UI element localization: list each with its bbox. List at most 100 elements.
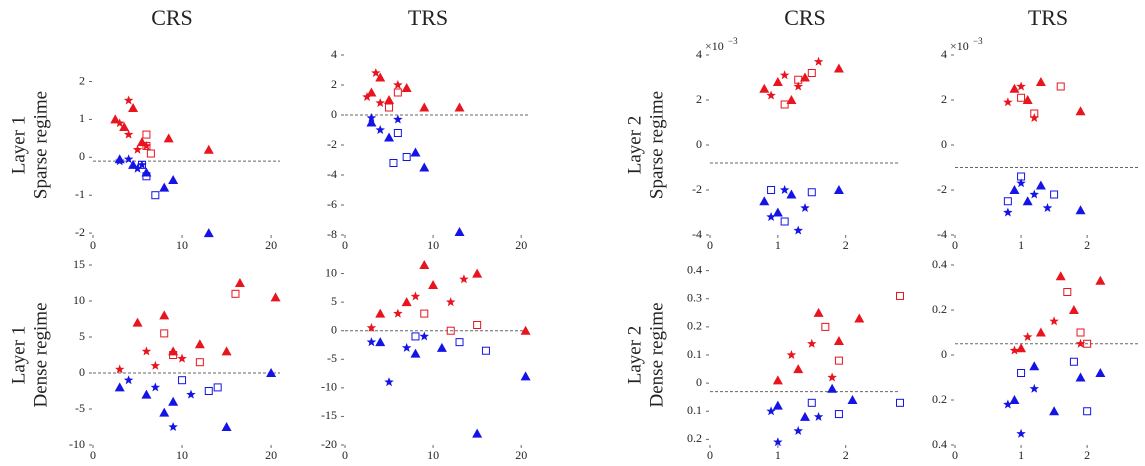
star-point bbox=[773, 437, 783, 447]
square-point bbox=[1056, 82, 1065, 91]
square-point bbox=[151, 191, 160, 200]
square-point bbox=[780, 100, 789, 109]
y-tick-label: 0 bbox=[331, 322, 337, 336]
triangle-point bbox=[772, 400, 783, 410]
triangle-point bbox=[366, 117, 377, 127]
star-point bbox=[132, 163, 143, 173]
triangle-point bbox=[266, 368, 277, 377]
star-point bbox=[362, 92, 372, 101]
star-point bbox=[115, 156, 125, 166]
x-tick-label: 1 bbox=[1018, 238, 1024, 252]
x-tick-label: 2 bbox=[1084, 238, 1090, 252]
y-tick-label: 2 bbox=[941, 92, 947, 106]
y-multiplier: ×10 bbox=[950, 39, 969, 53]
triangle-point bbox=[1029, 361, 1040, 371]
x-tick-label: 0 bbox=[90, 448, 96, 462]
x-tick-label: 10 bbox=[176, 238, 188, 252]
star-point bbox=[393, 308, 403, 318]
row-label: Sparse regime bbox=[30, 91, 51, 199]
triangle-point bbox=[1022, 95, 1033, 104]
y-tick-label: -8 bbox=[327, 227, 337, 241]
y-tick-label: 0.2 bbox=[687, 431, 702, 445]
triangle-point bbox=[1009, 83, 1020, 93]
triangle-point bbox=[384, 132, 395, 142]
y-tick-label: -4 bbox=[327, 167, 337, 181]
star-point bbox=[177, 353, 187, 363]
triangle-point bbox=[163, 133, 174, 143]
star-point bbox=[766, 212, 776, 221]
star-point bbox=[150, 360, 161, 370]
triangle-point bbox=[454, 227, 465, 236]
x-tick-label: 0 bbox=[342, 238, 348, 252]
star-point bbox=[1016, 428, 1026, 438]
row-label: Layer 2 bbox=[624, 116, 645, 175]
triangle-point bbox=[472, 268, 483, 278]
y-multiplier-exp: −3 bbox=[728, 36, 738, 46]
triangle-point bbox=[1009, 185, 1020, 194]
triangle-point bbox=[1095, 368, 1106, 377]
square-point bbox=[142, 130, 151, 139]
y-tick-label: 0.4 bbox=[932, 437, 947, 451]
triangle-point bbox=[1075, 372, 1086, 382]
star-point bbox=[786, 350, 797, 359]
y-tick-label: 2 bbox=[696, 92, 702, 106]
triangle-point bbox=[786, 95, 797, 104]
square-point bbox=[807, 398, 816, 407]
square-point bbox=[767, 186, 776, 194]
y-tick-label: -10 bbox=[321, 380, 337, 394]
square-point bbox=[1030, 109, 1039, 118]
triangle-point bbox=[833, 185, 844, 194]
square-point bbox=[195, 358, 204, 367]
y-multiplier-exp: −3 bbox=[973, 36, 983, 46]
row-label: Sparse regime bbox=[646, 91, 667, 199]
star-point bbox=[793, 225, 803, 235]
x-tick-label: 0 bbox=[952, 448, 958, 462]
star-point bbox=[793, 81, 803, 91]
triangle-point bbox=[159, 407, 170, 417]
y-tick-label: 0.3 bbox=[687, 291, 702, 305]
x-tick-label: 1 bbox=[775, 238, 781, 252]
square-point bbox=[807, 188, 816, 197]
triangle-point bbox=[203, 144, 214, 154]
y-tick-label: 4 bbox=[941, 47, 947, 61]
x-tick-label: 0 bbox=[707, 238, 713, 252]
square-point bbox=[780, 217, 789, 226]
square-point bbox=[807, 69, 816, 77]
star-point bbox=[1042, 203, 1053, 212]
square-point bbox=[142, 141, 151, 150]
row-label: Dense regime bbox=[646, 303, 667, 408]
triangle-point bbox=[410, 147, 421, 157]
triangle-point bbox=[1022, 196, 1033, 206]
triangle-point bbox=[800, 72, 810, 82]
y-tick-label: 0.2 bbox=[932, 392, 947, 406]
square-point bbox=[794, 75, 803, 84]
y-tick-label: -5 bbox=[75, 401, 85, 415]
square-point bbox=[142, 172, 151, 181]
star-point bbox=[1029, 189, 1039, 199]
triangle-point bbox=[194, 339, 205, 349]
star-point bbox=[123, 129, 134, 139]
y-tick-label: 0.1 bbox=[687, 403, 702, 417]
triangle-point bbox=[1035, 327, 1046, 337]
y-tick-label: 2 bbox=[331, 77, 337, 91]
x-tick-label: 20 bbox=[265, 448, 277, 462]
y-tick-label: -10 bbox=[69, 437, 85, 451]
star-point bbox=[1022, 332, 1033, 341]
x-tick-label: 20 bbox=[515, 238, 527, 252]
square-point bbox=[169, 351, 178, 359]
triangle-point bbox=[1035, 77, 1046, 86]
row-label: Layer 1 bbox=[8, 326, 29, 385]
star-point bbox=[446, 297, 456, 307]
star-point bbox=[384, 377, 394, 387]
square-point bbox=[1017, 369, 1026, 377]
triangle-point bbox=[419, 102, 430, 112]
star-point bbox=[132, 144, 143, 154]
star-point bbox=[807, 338, 817, 348]
triangle-point bbox=[136, 137, 147, 147]
y-tick-label: 0 bbox=[79, 149, 85, 163]
y-tick-label: 5 bbox=[79, 329, 85, 343]
star-point bbox=[1049, 316, 1059, 326]
star-point bbox=[813, 411, 824, 421]
star-point bbox=[766, 406, 776, 416]
square-point bbox=[1076, 328, 1085, 337]
